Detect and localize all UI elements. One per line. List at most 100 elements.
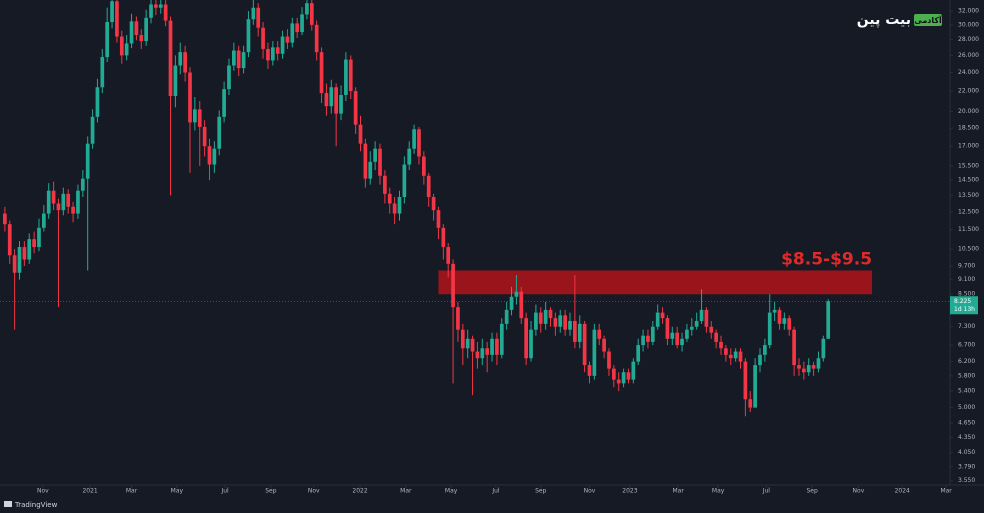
- candle-body: [95, 87, 100, 117]
- candle-body: [456, 307, 460, 330]
- candle: [368, 151, 373, 185]
- candle: [231, 42, 236, 71]
- candle-body: [363, 143, 368, 179]
- candle-body: [777, 309, 782, 324]
- candle-body: [368, 161, 373, 179]
- candle-body: [300, 14, 304, 33]
- candle: [816, 351, 821, 373]
- candle-body: [144, 17, 149, 42]
- candle-body: [119, 36, 124, 56]
- candle: [300, 7, 304, 36]
- candle: [582, 320, 587, 373]
- candle-body: [329, 87, 334, 107]
- y-tick-label: 7.300: [958, 323, 975, 330]
- candle-body: [71, 206, 75, 214]
- candle-body: [80, 178, 85, 191]
- candle-body: [295, 23, 300, 33]
- candle-body: [763, 345, 767, 355]
- candle: [275, 41, 280, 61]
- candle: [426, 172, 431, 207]
- footer-text: TradingView: [14, 501, 58, 509]
- candle: [124, 35, 129, 61]
- candle: [777, 307, 782, 330]
- x-tick-label: Nov: [584, 488, 596, 495]
- candle: [719, 335, 723, 355]
- candle: [558, 309, 563, 333]
- candle-body: [3, 213, 7, 225]
- candle: [158, 0, 163, 14]
- candle-body: [266, 48, 270, 61]
- candle: [129, 13, 134, 49]
- x-tick-label: May: [712, 488, 725, 495]
- candle-body: [417, 129, 421, 157]
- candle-body: [227, 65, 231, 90]
- candle: [728, 348, 733, 366]
- candle-body: [236, 50, 241, 69]
- candle-body: [573, 320, 577, 342]
- candle: [470, 335, 475, 396]
- candle-body: [426, 175, 431, 198]
- candle-body: [314, 24, 319, 53]
- candle: [353, 87, 358, 134]
- candle-body: [441, 227, 446, 248]
- candle-body: [587, 365, 592, 376]
- candle: [821, 335, 826, 362]
- candle-body: [646, 335, 650, 342]
- candle-body: [183, 52, 187, 73]
- candle-body: [490, 338, 494, 355]
- y-tick-label: 6.700: [958, 342, 975, 349]
- candle: [436, 206, 441, 240]
- candle: [514, 275, 519, 305]
- candle: [441, 224, 446, 260]
- candle: [451, 259, 455, 384]
- candle-body: [202, 126, 207, 147]
- watermark: آکادمی بیت پین: [857, 12, 942, 28]
- x-tick-label: 2021: [82, 488, 97, 495]
- candle-body: [641, 335, 645, 346]
- candle: [71, 201, 75, 223]
- y-tick-label: 11.500: [958, 226, 979, 233]
- candle-body: [124, 43, 129, 56]
- last-price-box: [950, 296, 978, 315]
- candle-body: [231, 50, 236, 66]
- candle-body: [212, 148, 217, 165]
- x-tick-label: 2023: [622, 488, 637, 495]
- candle-body: [451, 263, 455, 308]
- y-tick-label: 15.500: [958, 162, 979, 169]
- last-price-label: 8.225: [954, 298, 971, 305]
- candle: [801, 361, 806, 380]
- candle-body: [246, 19, 251, 53]
- candle: [22, 241, 27, 267]
- candle-body: [738, 351, 743, 362]
- logo-icon: [4, 501, 12, 507]
- y-tick-label: 4.650: [958, 420, 975, 427]
- candle: [163, 0, 168, 27]
- candle: [709, 320, 714, 339]
- candle: [772, 301, 777, 321]
- candle: [3, 206, 7, 232]
- candle-body: [280, 36, 285, 54]
- candle-body: [51, 190, 56, 204]
- candle-body: [689, 326, 694, 330]
- candle: [499, 318, 504, 359]
- candle: [236, 45, 241, 77]
- candle: [90, 109, 95, 149]
- candle-body: [670, 332, 675, 339]
- candle-body: [548, 309, 553, 319]
- candle-body: [772, 309, 777, 313]
- candle-body: [334, 87, 339, 114]
- candle-body: [660, 312, 665, 319]
- candle: [646, 329, 650, 349]
- candle: [694, 312, 699, 330]
- candle-body: [821, 338, 826, 359]
- candle: [12, 249, 17, 330]
- candle-body: [636, 345, 641, 362]
- candle-body: [719, 341, 723, 349]
- candle-body: [251, 7, 256, 20]
- x-tick-label: 2024: [895, 488, 910, 495]
- candle-body: [353, 91, 358, 125]
- candle: [465, 329, 470, 359]
- candle-body: [412, 129, 416, 149]
- candle: [76, 184, 80, 219]
